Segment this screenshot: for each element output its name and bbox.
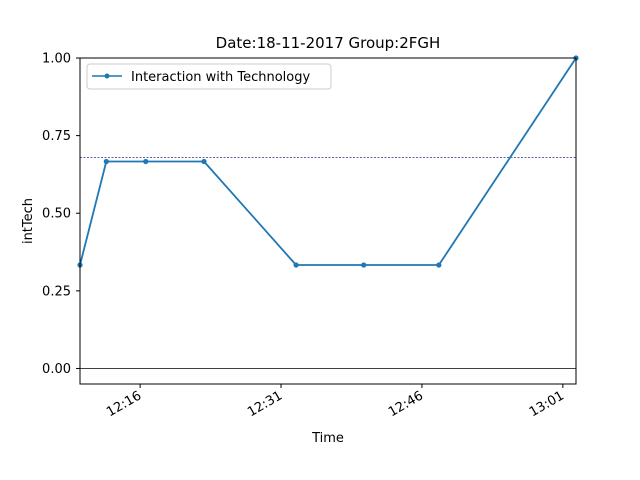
data-point bbox=[201, 158, 207, 165]
y-axis-title: intTech bbox=[21, 198, 36, 244]
x-axis-title: Time bbox=[311, 431, 344, 446]
plot-frame bbox=[79, 57, 577, 385]
data-point bbox=[143, 158, 149, 165]
legend-label: Interaction with Technology bbox=[131, 70, 311, 85]
data-point bbox=[103, 158, 109, 165]
data-point bbox=[361, 262, 367, 268]
series-line bbox=[79, 57, 577, 266]
y-tick-label: 0.25 bbox=[42, 284, 71, 299]
chart-title: Date:18-11-2017 Group:2FGH bbox=[216, 34, 441, 52]
data-point bbox=[436, 262, 442, 268]
legend: Interaction with Technology bbox=[86, 63, 332, 90]
legend-box bbox=[86, 63, 332, 90]
y-tick-label: 0.75 bbox=[42, 129, 71, 144]
y-tick-label: 0.50 bbox=[42, 207, 71, 222]
y-tick-label: 0.00 bbox=[42, 362, 71, 377]
y-tick-label: 1.00 bbox=[42, 52, 71, 67]
legend-marker-swatch bbox=[104, 73, 110, 79]
data-point bbox=[293, 262, 299, 268]
